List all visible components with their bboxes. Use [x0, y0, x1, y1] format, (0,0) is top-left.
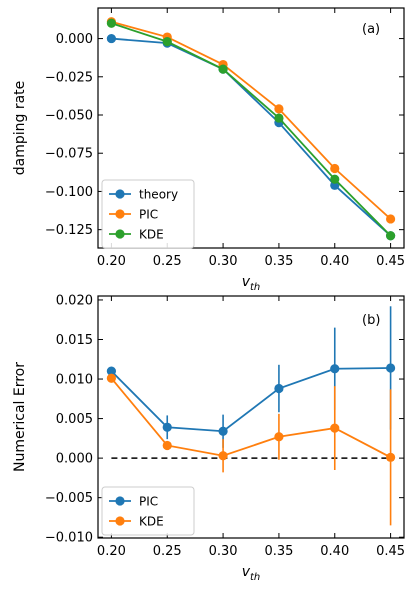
x-tick-label: 0.35: [264, 544, 293, 559]
x-tick-label: 0.20: [97, 544, 126, 559]
data-point: [274, 432, 284, 442]
legend: PIC KDE: [101, 486, 195, 536]
x-tick-label: 0.45: [376, 254, 405, 269]
y-tick-label: −0.075: [45, 147, 93, 162]
series-line: [111, 20, 392, 220]
y-tick-label: 0.005: [56, 412, 93, 427]
data-point: [385, 363, 396, 373]
y-tick-label: 0.015: [56, 333, 93, 348]
x-tick-label: 0.45: [376, 544, 405, 559]
x-tick-label: 0.20: [97, 254, 126, 269]
plot-frame: [97, 295, 405, 539]
data-point: [106, 366, 117, 376]
series-line: [110, 367, 391, 433]
x-tick-label: 0.30: [209, 254, 238, 269]
legend-marker: [115, 189, 125, 199]
panel-label: (a): [362, 22, 380, 37]
legend-marker: [115, 516, 125, 526]
x-tick-label: 0.40: [320, 254, 349, 269]
x-tick-label: 0.25: [153, 254, 182, 269]
y-tick-label: −0.010: [45, 531, 93, 546]
legend: theory PIC KDE: [101, 179, 195, 249]
x-tick-label: 0.35: [264, 254, 293, 269]
data-point: [274, 113, 284, 123]
legend-marker: [115, 229, 125, 239]
y-axis-label: damping rate: [12, 81, 28, 176]
legend-marker: [115, 209, 125, 219]
data-point: [274, 104, 284, 114]
x-tick-label: 0.40: [320, 544, 349, 559]
data-point: [330, 364, 340, 374]
data-point: [274, 383, 284, 394]
data-point: [385, 214, 396, 224]
x-tick-label: 0.30: [209, 544, 238, 559]
data-point: [106, 18, 117, 28]
chart-panel-b: 0.20 0.25 0.30 0.35 0.40 0.45 −0.010 −0.005 0.00…: [12, 293, 405, 583]
data-point: [385, 231, 396, 241]
series-line: [111, 37, 392, 237]
legend-label: theory: [139, 188, 178, 202]
y-tick-label: −0.125: [45, 223, 93, 238]
y-tick-label: −0.025: [45, 70, 93, 85]
y-tick-label: −0.100: [45, 185, 93, 200]
series-line: [110, 377, 392, 459]
data-point: [162, 37, 172, 47]
data-point: [330, 163, 340, 174]
y-tick-label: −0.050: [45, 109, 93, 124]
legend-label: KDE: [139, 515, 164, 529]
y-tick-label: −0.005: [45, 491, 93, 506]
panel-label: (b): [362, 313, 380, 328]
data-point: [218, 64, 228, 74]
data-point: [162, 440, 172, 451]
legend-label: PIC: [139, 495, 158, 509]
plot-frame: [97, 7, 405, 249]
data-point: [218, 426, 228, 436]
y-tick-label: 0.000: [56, 32, 93, 47]
data-point: [106, 33, 117, 44]
series-pic: [106, 306, 396, 448]
legend-box: [101, 179, 195, 249]
data-point: [330, 423, 340, 433]
chart-panel-a: 0.20 0.25 0.30 0.35 0.40 0.45 0.000 −0.025 −0.05…: [12, 7, 405, 293]
data-point: [162, 422, 172, 432]
y-tick-label: 0.020: [56, 293, 93, 308]
data-point: [385, 452, 396, 462]
y-tick-label: 0.010: [56, 373, 93, 388]
y-axis-label: Numerical Error: [12, 362, 28, 472]
legend-label: KDE: [139, 228, 164, 242]
legend-marker: [115, 496, 125, 506]
legend-box: [101, 486, 195, 536]
data-point: [218, 451, 228, 461]
series-line: [111, 22, 392, 237]
series-kde: [106, 373, 396, 526]
data-point: [106, 373, 117, 383]
x-axis-label: vth: [242, 564, 261, 583]
y-tick-label: 0.000: [56, 452, 93, 467]
x-tick-label: 0.25: [153, 544, 182, 559]
legend-label: PIC: [139, 208, 158, 222]
series-kde: [106, 18, 396, 241]
data-point: [330, 174, 340, 184]
x-axis-label: vth: [242, 274, 261, 293]
